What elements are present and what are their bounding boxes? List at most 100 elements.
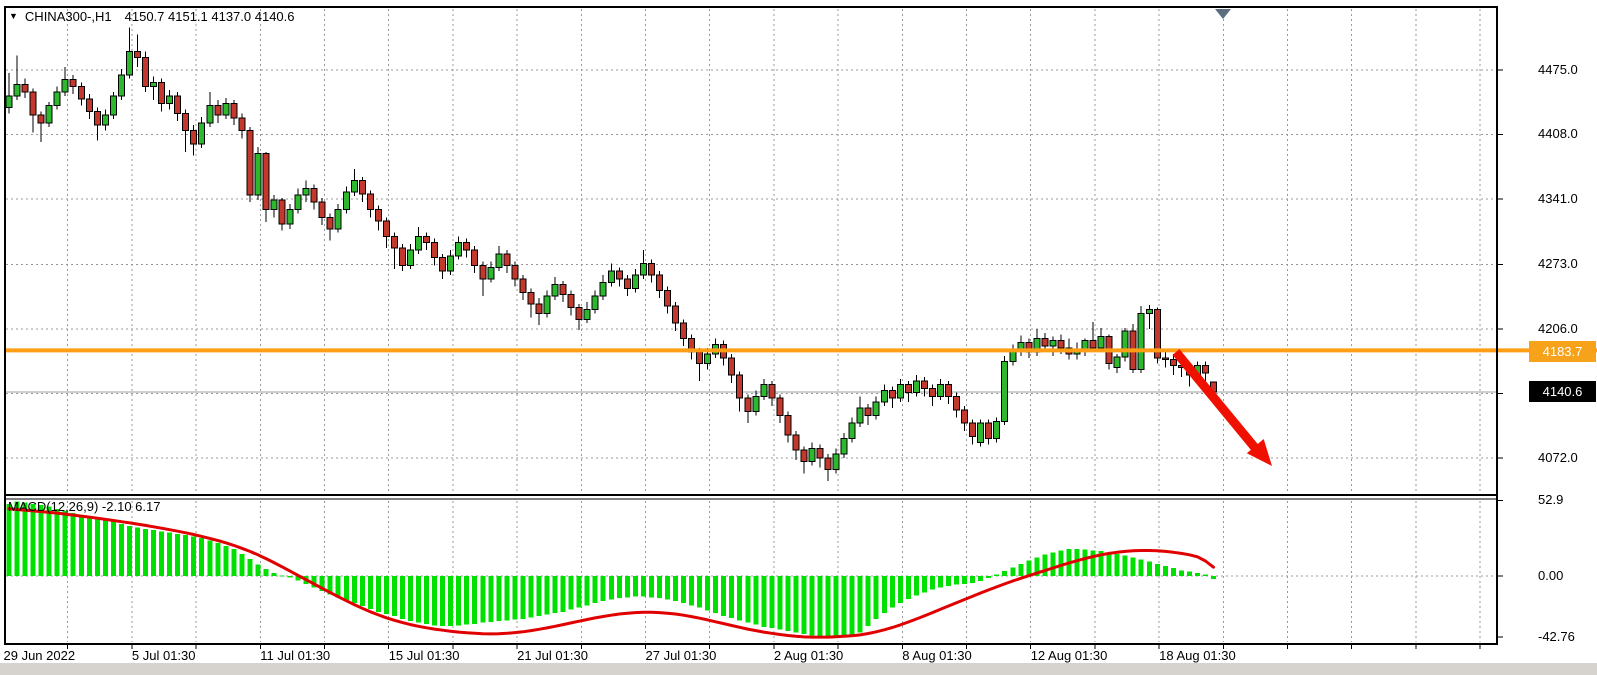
bear-candle — [230, 103, 238, 119]
bull-candle — [350, 180, 358, 193]
bear-candle — [953, 395, 961, 411]
ohlc-values: 4150.7 4151.1 4137.0 4140.6 — [124, 9, 295, 24]
bear-candle — [623, 278, 631, 289]
bear-candle — [158, 82, 166, 105]
bear-candle — [278, 199, 286, 225]
scroll-to-end-marker-icon[interactable] — [1215, 9, 1231, 19]
trend-arrow[interactable] — [1172, 349, 1272, 466]
price-axis-label: 4206.0 — [1538, 320, 1578, 336]
bull-candle — [896, 384, 904, 399]
bull-candle — [342, 191, 350, 211]
bull-candle — [447, 255, 455, 272]
bull-candle — [13, 83, 21, 97]
bear-candle — [696, 351, 704, 365]
chart-title: ▼ CHINA300-,H1 4150.7 4151.1 4137.0 4140… — [9, 9, 295, 24]
bear-candle — [398, 247, 406, 266]
bull-candle — [848, 422, 856, 440]
bull-candle — [1145, 309, 1153, 315]
bear-candle — [728, 357, 736, 376]
bear-candle — [864, 407, 872, 417]
bull-candle — [760, 384, 768, 397]
bull-candle — [150, 82, 158, 87]
bear-candle — [663, 289, 671, 307]
bear-candle — [238, 117, 246, 132]
bear-candle — [463, 241, 471, 251]
bull-candle — [61, 79, 69, 93]
window-bottom-strip — [0, 663, 1597, 675]
bull-candle — [993, 420, 1001, 440]
horizontal-gridlines — [6, 69, 1496, 459]
bear-candle — [358, 180, 366, 195]
macd-axis-label: -42.76 — [1538, 629, 1575, 645]
bear-candle — [969, 422, 977, 438]
bull-candle — [639, 262, 647, 276]
bear-candle — [390, 236, 398, 249]
bear-candle — [1041, 338, 1049, 347]
bear-candle — [920, 380, 928, 390]
price-axis-label: 4475.0 — [1538, 62, 1578, 77]
bear-candle — [1169, 359, 1177, 366]
bull-candle — [1113, 356, 1121, 368]
bull-candle — [808, 447, 816, 463]
bear-candle — [471, 249, 479, 266]
bull-candle — [599, 282, 607, 297]
time-axis-label: 18 Aug 01:30 — [1159, 648, 1236, 663]
bear-candle — [37, 114, 45, 124]
bull-candle — [109, 95, 117, 116]
bear-candle — [479, 264, 487, 280]
bull-candle — [286, 209, 294, 225]
bull-candle — [977, 422, 985, 443]
bear-candle — [93, 110, 101, 126]
bull-candle — [334, 209, 342, 230]
bear-candle — [246, 130, 254, 196]
bear-candle — [77, 85, 85, 100]
bull-candle — [752, 395, 760, 413]
time-axis-label: 2 Aug 01:30 — [773, 648, 844, 663]
bear-candle — [431, 241, 439, 259]
bull-candle — [856, 407, 864, 424]
bear-candle — [439, 257, 447, 272]
time-axis-label: 11 Jul 01:30 — [260, 648, 331, 663]
bear-candle — [824, 457, 832, 470]
bear-candle — [961, 409, 969, 424]
bear-candle — [29, 91, 37, 116]
bear-candle — [21, 83, 29, 93]
bear-candle — [567, 293, 575, 309]
bear-candle — [511, 264, 519, 280]
bear-candle — [945, 384, 953, 397]
bear-candle — [519, 278, 527, 293]
bear-candle — [1089, 339, 1097, 349]
bull-candle — [1097, 336, 1105, 349]
bull-candle — [495, 253, 503, 268]
bear-candle — [133, 51, 141, 58]
bear-candle — [366, 193, 374, 211]
bear-candle — [310, 187, 318, 203]
bull-candle — [832, 453, 840, 470]
bull-candle — [117, 74, 125, 97]
bull-candle — [1137, 313, 1145, 370]
bull-candle — [631, 274, 639, 289]
bear-candle — [1161, 357, 1169, 361]
bull-candle — [591, 295, 599, 311]
bull-candle — [543, 295, 551, 315]
bear-candle — [214, 105, 222, 116]
horizontal-line-price-badge: 4183.7 — [1529, 341, 1596, 362]
bear-candle — [182, 112, 190, 132]
macd-indicator-label: MACD(12,26,9) -2.10 6.17 — [8, 499, 161, 514]
price-axis-label: 4273.0 — [1538, 256, 1578, 272]
bear-candle — [190, 130, 198, 145]
symbol-dropdown-icon[interactable]: ▼ — [9, 11, 18, 21]
bear-candle — [784, 415, 792, 436]
bull-candle — [455, 241, 463, 257]
price-axis-label: 4408.0 — [1538, 126, 1578, 142]
bear-candle — [527, 291, 535, 305]
bear-candle — [776, 397, 784, 417]
bear-candle — [904, 384, 912, 393]
bear-candle — [800, 449, 808, 463]
price-axis-label: 4072.0 — [1538, 449, 1578, 465]
bear-candle — [382, 220, 390, 238]
time-axis-label: 21 Jul 01:30 — [517, 648, 588, 663]
bear-candle — [792, 434, 800, 451]
bear-candle — [174, 95, 182, 114]
